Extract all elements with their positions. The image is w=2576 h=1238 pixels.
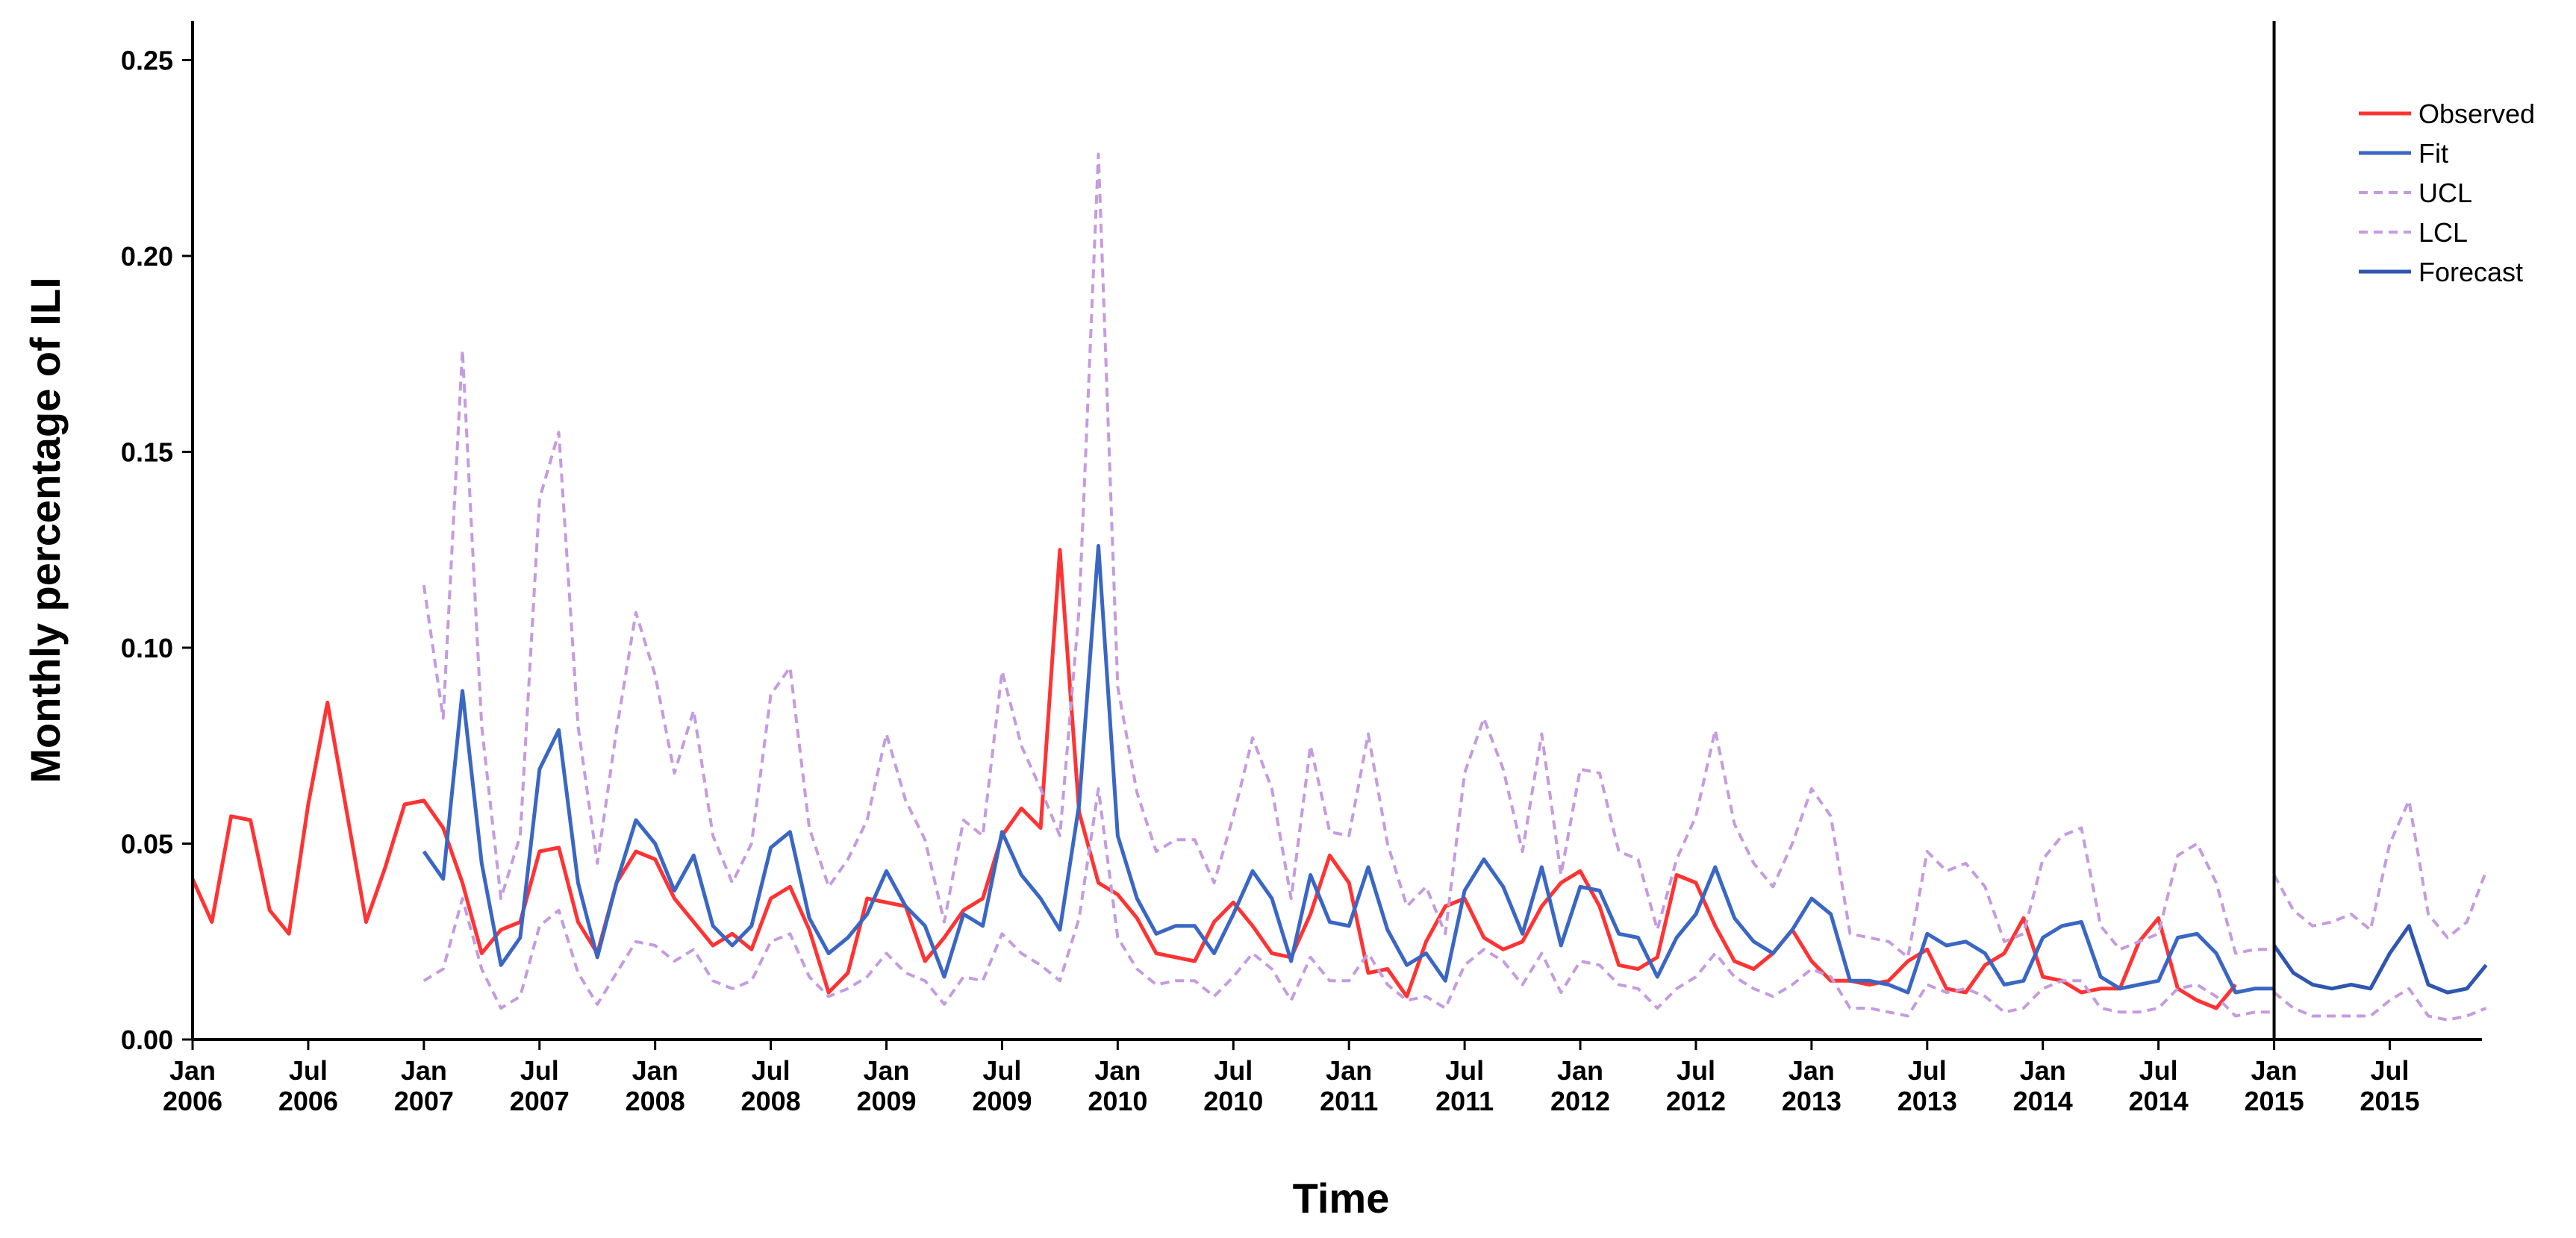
series-line-lcl-forecast [2273,987,2487,1022]
x-tick-month: Jul [1908,1055,1947,1086]
y-tick-label: 0.05 [121,829,173,860]
x-tick-month: Jul [752,1055,790,1086]
x-tick-label: Jan 2009 [856,1055,916,1116]
x-tick-month: Jul [1214,1055,1253,1086]
x-tick-year: 2008 [626,1086,685,1116]
x-tick-label: Jan 2010 [1088,1055,1147,1116]
x-tick-month: Jul [2139,1055,2178,1086]
series-line-fit [422,544,2274,995]
x-tick-year: 2013 [1897,1086,1957,1116]
series-line-ucl [422,152,2274,959]
x-tick-label: Jan 2007 [394,1055,454,1116]
x-tick-month: Jan [401,1055,447,1086]
x-tick-year: 2014 [2129,1086,2189,1116]
x-tick-month: Jul [1445,1055,1484,1086]
x-tick-year: 2012 [1550,1086,1610,1116]
x-tick-year: 2015 [2360,1086,2419,1116]
legend: Observed Fit UCL LCL Forecast [2359,99,2535,287]
x-tick-year: 2008 [741,1086,801,1116]
x-tick-year: 2011 [1320,1086,1378,1116]
y-tick-label: 0.00 [121,1025,173,1055]
x-tick-month: Jan [1557,1055,1603,1086]
x-tick-year: 2014 [2013,1086,2073,1116]
x-tick-label: Jan 2015 [2245,1055,2304,1116]
legend-label-observed: Observed [2418,99,2535,129]
x-axis-title: Time [1293,1175,1390,1222]
series-lines [190,152,2488,1022]
x-tick-year: 2012 [1666,1086,1726,1116]
x-tick-label: Jan 2008 [626,1055,685,1116]
x-tick-year: 2010 [1088,1086,1147,1116]
x-tick-label: Jul 2006 [278,1055,338,1116]
y-axis-title: Monthly percentage of ILI [22,277,69,783]
x-tick-year: 2007 [510,1086,570,1116]
x-tick-label: Jan 2014 [2013,1055,2073,1116]
series-line-forecast [2272,924,2488,995]
x-tick-label: Jan 2012 [1550,1055,1610,1116]
x-tick-year: 2009 [972,1086,1032,1116]
x-tick-month: Jul [1677,1055,1715,1086]
x-tick-year: 2009 [856,1086,916,1116]
x-tick-month: Jan [632,1055,679,1086]
x-tick-month: Jan [1326,1055,1372,1086]
x-tick-month: Jan [1788,1055,1835,1086]
x-tick-month: Jul [520,1055,559,1086]
series-line-lcl [422,787,2274,1018]
x-tick-label: Jul 2010 [1203,1055,1263,1116]
x-tick-month: Jan [169,1055,216,1086]
legend-label-forecast: Forecast [2418,257,2523,287]
x-tick-month: Jul [982,1055,1021,1086]
legend-label-fit: Fit [2418,138,2448,169]
x-tick-label: Jul 2007 [510,1055,570,1116]
x-tick-label: Jan 2013 [1782,1055,1841,1116]
x-tick-month: Jul [289,1055,328,1086]
x-tick-label: Jan 2011 [1320,1055,1378,1116]
x-tick-year: 2015 [2245,1086,2304,1116]
y-tick-label: 0.20 [121,241,173,272]
y-tick-label: 0.10 [121,633,173,663]
x-tick-year: 2011 [1435,1086,1494,1116]
x-tick-label: Jul 2015 [2360,1055,2419,1116]
legend-label-lcl: LCL [2418,217,2468,248]
x-tick-label: Jul 2008 [741,1055,801,1116]
x-tick-month: Jan [2020,1055,2066,1086]
x-tick-label: Jul 2014 [2129,1055,2189,1116]
x-tick-month: Jan [1094,1055,1141,1086]
legend-label-ucl: UCL [2418,178,2472,208]
x-tick-year: 2007 [394,1086,454,1116]
x-tick-month: Jul [2370,1055,2409,1086]
x-tick-label: Jul 2011 [1435,1055,1494,1116]
series-line-observed [190,548,2237,1010]
x-tick-year: 2006 [163,1086,222,1116]
x-tick-label: Jul 2013 [1897,1055,1957,1116]
x-tick-year: 2010 [1203,1086,1263,1116]
x-tick-month: Jan [2251,1055,2298,1086]
x-tick-label: Jul 2009 [972,1055,1032,1116]
y-tick-label: 0.25 [121,46,173,76]
x-tick-year: 2013 [1782,1086,1841,1116]
x-tick-year: 2006 [278,1086,338,1116]
series-line-ucl-forecast [2272,798,2488,940]
x-tick-month: Jan [863,1055,909,1086]
y-tick-label: 0.15 [121,437,173,468]
x-tick-label: Jan 2006 [163,1055,222,1116]
x-tick-label: Jul 2012 [1666,1055,1726,1116]
